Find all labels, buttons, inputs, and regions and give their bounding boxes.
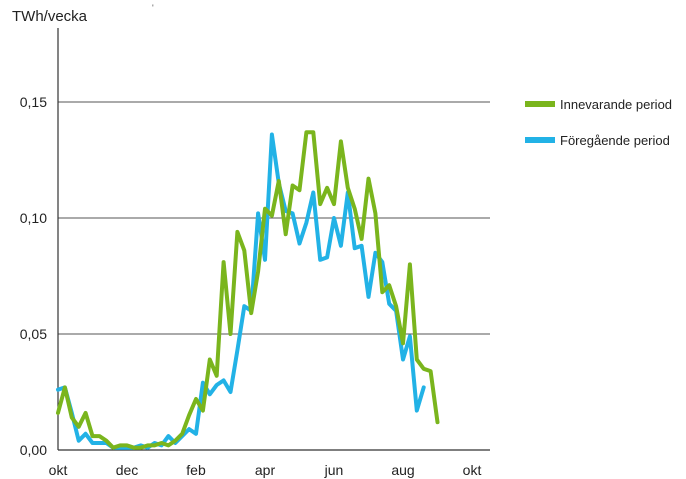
x-tick-label: jun (324, 462, 344, 478)
x-tick-label: aug (391, 462, 414, 478)
y-tick-label: 0,05 (20, 326, 47, 342)
x-tick-label: okt (463, 462, 482, 478)
y-tick-label: 0,10 (20, 210, 47, 226)
legend-label: Föregående period (560, 133, 670, 148)
y-tick-label: 0,00 (20, 442, 47, 458)
series-lines (56, 130, 440, 450)
x-tick-label: apr (255, 462, 276, 478)
legend-label: Innevarande period (560, 97, 672, 112)
x-tick-label: okt (49, 462, 68, 478)
y-tick-label: 0,15 (20, 94, 47, 110)
x-tick-label: feb (186, 462, 206, 478)
gridlines (57, 28, 490, 451)
x-tick-label: dec (116, 462, 139, 478)
y-tick-labels: 0,00 0,05 0,10 0,15 (20, 94, 47, 458)
x-tick-labels: okt dec feb apr jun aug okt (49, 462, 482, 478)
series-line-0 (56, 130, 440, 450)
legend: Innevarande period Föregående period (525, 97, 672, 148)
stray-mark: ' (152, 3, 154, 13)
y-axis-title: TWh/vecka (12, 8, 88, 25)
